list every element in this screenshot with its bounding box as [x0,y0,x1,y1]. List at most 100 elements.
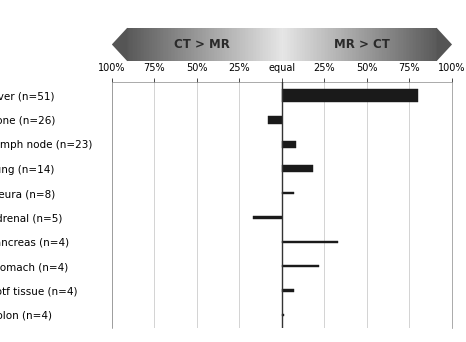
Bar [138,28,140,61]
Bar [154,28,155,61]
Bar [211,28,212,61]
Bar [316,28,317,61]
Bar [160,28,161,61]
Bar [282,265,319,267]
Bar [435,28,437,61]
Bar [237,28,239,61]
Bar [405,28,407,61]
Bar [276,28,277,61]
Bar [235,28,237,61]
Bar [247,28,248,61]
Bar [379,28,381,61]
Bar [429,28,431,61]
Bar [282,240,338,243]
Bar [327,28,329,61]
Bar [259,28,260,61]
Bar [291,28,293,61]
Bar [147,28,149,61]
Bar [248,28,249,61]
Bar [415,28,417,61]
Bar [417,28,418,61]
Bar [197,28,199,61]
Bar [242,28,243,61]
Bar [263,28,265,61]
Bar [350,28,351,61]
Bar [149,28,151,61]
Bar [339,28,341,61]
Bar [364,28,365,61]
Bar [260,28,262,61]
Bar [297,28,299,61]
Bar [141,28,143,61]
Bar [186,28,188,61]
Bar [277,28,279,61]
Bar [325,28,327,61]
Bar [371,28,373,61]
Bar [167,28,169,61]
Bar [192,28,194,61]
Bar [132,28,133,61]
Polygon shape [112,28,127,61]
Bar [257,28,259,61]
Bar [282,192,294,194]
Bar [336,28,337,61]
Bar [130,28,132,61]
Bar [337,28,339,61]
Bar [319,28,321,61]
Bar [330,28,331,61]
Bar [385,28,387,61]
Bar [303,28,305,61]
Bar [233,28,234,61]
Bar [172,28,174,61]
Bar [279,28,281,61]
Bar [208,28,209,61]
Bar [331,28,333,61]
Bar [146,28,147,61]
Bar [137,28,138,61]
Bar [151,28,152,61]
Bar [164,28,166,61]
Bar [206,28,208,61]
Bar [228,28,229,61]
Bar [413,28,415,61]
Bar [129,28,130,61]
Bar [189,28,191,61]
Bar [407,28,409,61]
Bar [431,28,432,61]
Bar [403,28,404,61]
Bar [220,28,222,61]
Bar [410,28,412,61]
Bar [256,28,257,61]
Bar [355,28,356,61]
Bar [412,28,413,61]
Bar [333,28,335,61]
Bar [324,28,325,61]
Bar [365,28,367,61]
Bar [282,314,284,316]
Bar [268,116,282,123]
Bar [351,28,353,61]
Bar [253,28,254,61]
Bar [185,28,186,61]
Bar [195,28,197,61]
Bar [203,28,205,61]
Bar [356,28,358,61]
Bar [321,28,322,61]
Bar [181,28,183,61]
Bar [157,28,158,61]
Bar [342,28,344,61]
Bar [274,28,276,61]
Bar [404,28,405,61]
Bar [273,28,274,61]
Bar [347,28,349,61]
Bar [349,28,350,61]
Bar [383,28,384,61]
Bar [281,28,282,61]
Bar [225,28,226,61]
Bar [361,28,363,61]
Bar [307,28,308,61]
Bar [282,141,295,148]
Bar [245,28,247,61]
Bar [152,28,154,61]
Bar [390,28,392,61]
